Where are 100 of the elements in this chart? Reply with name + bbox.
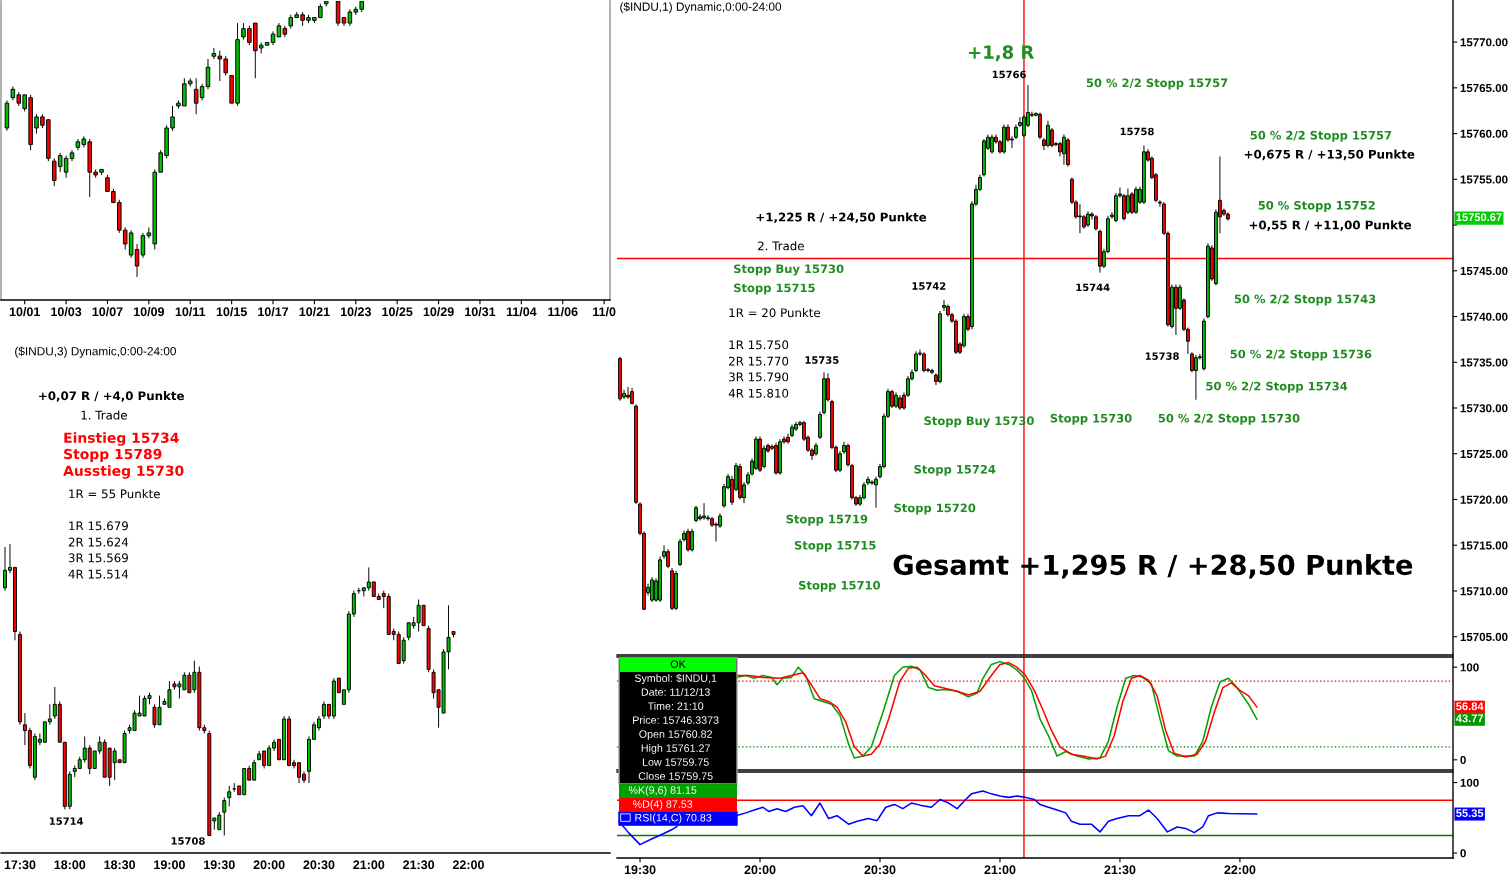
candlestick (674, 570, 678, 611)
candlestick (227, 785, 232, 807)
x-tick-label: 10/23 (340, 306, 371, 317)
x-tick-label: 10/01 (9, 306, 40, 317)
candlestick (630, 387, 634, 405)
x-tick-label: 22:00 (452, 860, 484, 870)
candlestick (922, 351, 926, 373)
candlestick (1078, 203, 1082, 234)
candlestick (1142, 144, 1146, 205)
annotation: 56.84 (1456, 702, 1484, 711)
annotation: 4R 15.514 (68, 569, 129, 579)
x-tick-label: 21:30 (1104, 865, 1136, 875)
annotation: Stopp 15715 (734, 283, 815, 295)
candlestick (1094, 214, 1098, 232)
candlestick (894, 391, 898, 409)
annotation: 50 % 2/2 Stopp 15743 (1234, 294, 1376, 306)
x-tick-label: 11/06 (548, 306, 578, 317)
y-tick-label: 15770.00 (1460, 38, 1508, 47)
annotation: Open 15760.82 (639, 730, 712, 740)
annotation: +1,225 R / +24,50 Punkte (756, 212, 927, 224)
x-tick-label: 11/04 (506, 306, 537, 317)
annotation: +0,675 R / +13,50 Punkte (1244, 149, 1415, 161)
x-tick-label: 10/29 (423, 306, 454, 317)
annotation: Stopp 15724 (914, 464, 996, 476)
text: %K(9,6) 81.15 (628, 786, 697, 796)
annotation: 50 % 2/2 Stopp 15734 (1206, 381, 1348, 393)
annotation: 55.35 (1456, 809, 1484, 818)
annotation: 15742 (912, 282, 946, 290)
candlestick (898, 394, 902, 411)
candlestick (666, 548, 670, 569)
candlestick (207, 730, 212, 836)
y-tick-label: 0 (1460, 849, 1466, 858)
annotation: High 15761.27 (641, 744, 710, 754)
annotation: OK (670, 660, 686, 668)
y-tick-label: 15735.00 (1460, 358, 1508, 367)
annotation: Stopp 15730 (1050, 413, 1132, 425)
x-tick-label: 10/11 (175, 306, 206, 317)
x-tick-label: 19:00 (154, 860, 185, 870)
candlestick (814, 442, 818, 457)
annotation: 15735 (805, 356, 839, 364)
candlestick (451, 631, 456, 638)
y-tick-label: 0 (1460, 755, 1466, 765)
y-tick-label: 15720.00 (1460, 495, 1508, 504)
candlestick (1066, 137, 1070, 167)
x-tick-label: 17:30 (4, 860, 36, 870)
annotation: 50 % 2/2 Stopp 15730 (1158, 413, 1300, 425)
x-tick-label: 20:00 (253, 860, 285, 870)
annotation: 15714 (49, 817, 84, 825)
annotation: Time: 21:10 (647, 702, 704, 710)
y-tick-label: 15765.00 (1460, 83, 1508, 93)
x-tick-label: 18:00 (54, 860, 86, 870)
chart-title: ($INDU,1) Dynamic,0:00-24:00 (620, 1, 782, 14)
annotation: Low 15759.75 (642, 758, 709, 766)
annotation: Date: 11/12/13 (641, 688, 710, 696)
candlestick (774, 442, 778, 476)
candlestick (778, 438, 782, 476)
text: 15708 (171, 837, 205, 845)
text: 1. Trade (81, 410, 127, 420)
x-tick-label: 21:00 (353, 860, 385, 870)
x-tick-label: 10/21 (299, 306, 330, 317)
annotation: Close 15759.75 (638, 772, 713, 780)
candlestick (205, 58, 211, 90)
candlestick (1062, 133, 1066, 166)
annotation: Stopp Buy 15730 (734, 264, 844, 276)
candlestick (938, 310, 942, 384)
x-tick-label: 11/0 (593, 306, 616, 317)
candlestick (626, 386, 630, 400)
candlestick (335, 1, 341, 27)
annotation: 4R 15.810 (728, 388, 789, 398)
x-tick-label: 20:30 (864, 865, 896, 875)
y-tick-label: 15705.00 (1460, 632, 1508, 641)
annotation: 15738 (1145, 352, 1179, 360)
candlestick (982, 138, 986, 178)
y-tick-label: 15740.00 (1460, 312, 1508, 321)
text: 1R 15.679 (69, 521, 128, 531)
candlestick (702, 502, 706, 521)
text: Einstieg 15734 (64, 432, 179, 446)
annotation: 1R = 20 Punkte (729, 308, 821, 318)
candlestick (323, 1, 329, 8)
candlestick (738, 463, 742, 500)
text: %D(4) 87.53 (633, 800, 693, 810)
text: 15750.67 (1456, 213, 1502, 222)
x-tick-label: 21:30 (403, 860, 435, 870)
annotation: 50 % 2/2 Stopp 15757 (1250, 130, 1392, 142)
x-tick-label: 10/15 (216, 306, 247, 317)
y-tick-label: 15745.00 (1460, 266, 1508, 276)
candlestick (758, 435, 762, 473)
annotation: 3R 15.569 (68, 553, 128, 563)
chart-title: ($INDU,3) Dynamic,0:00-24:00 (15, 346, 176, 358)
candlestick (1134, 186, 1138, 215)
candlestick (990, 133, 994, 155)
annotation: 2. Trade (758, 241, 804, 251)
candlestick (1114, 192, 1118, 223)
candlestick (694, 505, 698, 523)
candlestick (426, 625, 431, 673)
candlestick (1002, 123, 1006, 155)
annotation: 3R 15.790 (729, 372, 789, 382)
candlestick (670, 567, 674, 611)
x-tick-label: 10/03 (51, 306, 82, 317)
annotation: Stopp 15719 (786, 514, 868, 526)
